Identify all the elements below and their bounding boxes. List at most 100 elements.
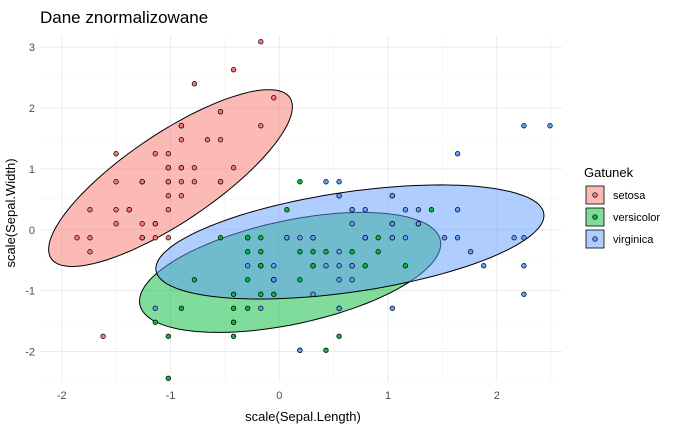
point-virginica <box>310 235 316 241</box>
point-versicolor <box>230 305 237 311</box>
point-virginica <box>349 221 355 227</box>
point-virginica <box>521 123 527 129</box>
point-virginica <box>547 123 553 129</box>
point-virginica <box>271 263 277 269</box>
point-setosa <box>271 95 277 101</box>
point-versicolor <box>271 291 277 297</box>
point-versicolor <box>165 333 171 339</box>
point-versicolor <box>178 305 185 311</box>
point-versicolor <box>152 319 158 325</box>
point-setosa <box>230 67 237 73</box>
point-setosa <box>113 207 119 213</box>
point-virginica <box>349 207 355 213</box>
y-tick-label: -2 <box>25 347 35 359</box>
legend-label-setosa: setosa <box>613 190 646 202</box>
point-virginica <box>454 151 461 157</box>
point-setosa <box>178 137 185 143</box>
point-versicolor <box>323 249 329 255</box>
point-setosa <box>139 179 145 185</box>
ellipse-virginica <box>155 184 545 300</box>
legend-key-point <box>592 192 598 198</box>
point-setosa <box>191 165 198 171</box>
point-virginica <box>362 235 368 241</box>
point-virginica <box>389 235 395 241</box>
point-versicolor <box>217 235 224 241</box>
point-virginica <box>336 305 342 311</box>
point-setosa <box>139 221 145 227</box>
point-setosa <box>74 235 80 241</box>
point-virginica <box>297 235 303 241</box>
point-virginica <box>245 263 251 269</box>
point-versicolor <box>310 249 316 255</box>
point-virginica <box>258 305 264 311</box>
point-virginica <box>454 235 461 241</box>
point-setosa <box>165 179 171 185</box>
point-versicolor <box>297 249 303 255</box>
point-versicolor <box>375 235 381 241</box>
y-tick-label: 1 <box>29 164 35 176</box>
point-virginica <box>415 221 422 227</box>
ellipse-setosa <box>48 89 293 268</box>
point-virginica <box>336 277 342 283</box>
point-setosa <box>165 235 171 241</box>
point-setosa <box>113 179 119 185</box>
x-tick-label: 1 <box>385 390 391 402</box>
point-virginica <box>441 235 448 241</box>
legend-label-virginica: virginica <box>613 234 654 246</box>
point-setosa <box>165 165 171 171</box>
point-versicolor <box>258 263 264 269</box>
x-tick-label: 0 <box>276 390 282 402</box>
point-setosa <box>152 151 158 157</box>
point-versicolor <box>230 319 237 325</box>
point-setosa <box>165 193 171 199</box>
point-versicolor <box>297 277 303 283</box>
x-tick-label: 2 <box>494 390 500 402</box>
point-virginica <box>389 221 395 227</box>
point-virginica <box>389 305 395 311</box>
point-virginica <box>521 235 527 241</box>
point-setosa <box>258 39 264 45</box>
point-virginica <box>323 179 329 185</box>
y-axis-ticks: -2 -1 0 1 2 3 <box>25 42 35 358</box>
point-setosa <box>152 235 158 241</box>
point-setosa <box>139 235 145 241</box>
point-setosa <box>87 235 93 241</box>
point-virginica <box>310 291 316 297</box>
chart-title: Dane znormalizowane <box>40 8 208 27</box>
point-virginica <box>271 277 277 283</box>
point-setosa <box>230 165 237 171</box>
y-tick-label: 0 <box>29 225 35 237</box>
point-setosa <box>178 193 185 199</box>
point-setosa <box>258 123 264 129</box>
point-virginica <box>402 235 409 241</box>
point-versicolor <box>258 235 264 241</box>
point-setosa <box>152 221 158 227</box>
point-virginica <box>481 263 487 269</box>
point-versicolor <box>245 277 251 283</box>
legend-key-point <box>592 214 598 220</box>
point-versicolor <box>428 207 435 213</box>
point-versicolor <box>336 333 342 339</box>
point-virginica <box>402 207 409 213</box>
point-versicolor <box>258 291 264 297</box>
point-versicolor <box>375 249 381 255</box>
point-setosa <box>204 137 211 143</box>
point-setosa <box>100 333 106 339</box>
point-setosa <box>217 109 224 115</box>
point-setosa <box>191 179 198 185</box>
point-setosa <box>178 179 185 185</box>
point-virginica <box>521 291 527 297</box>
point-versicolor <box>245 235 251 241</box>
point-setosa <box>87 207 93 213</box>
point-versicolor <box>402 263 409 269</box>
point-versicolor <box>230 291 237 297</box>
point-virginica <box>336 263 342 269</box>
point-virginica <box>349 277 355 283</box>
point-versicolor <box>245 305 251 311</box>
point-virginica <box>349 263 355 269</box>
point-versicolor <box>230 333 237 339</box>
point-virginica <box>336 193 342 199</box>
point-setosa <box>178 165 185 171</box>
point-virginica <box>415 207 422 213</box>
point-versicolor <box>323 347 329 353</box>
